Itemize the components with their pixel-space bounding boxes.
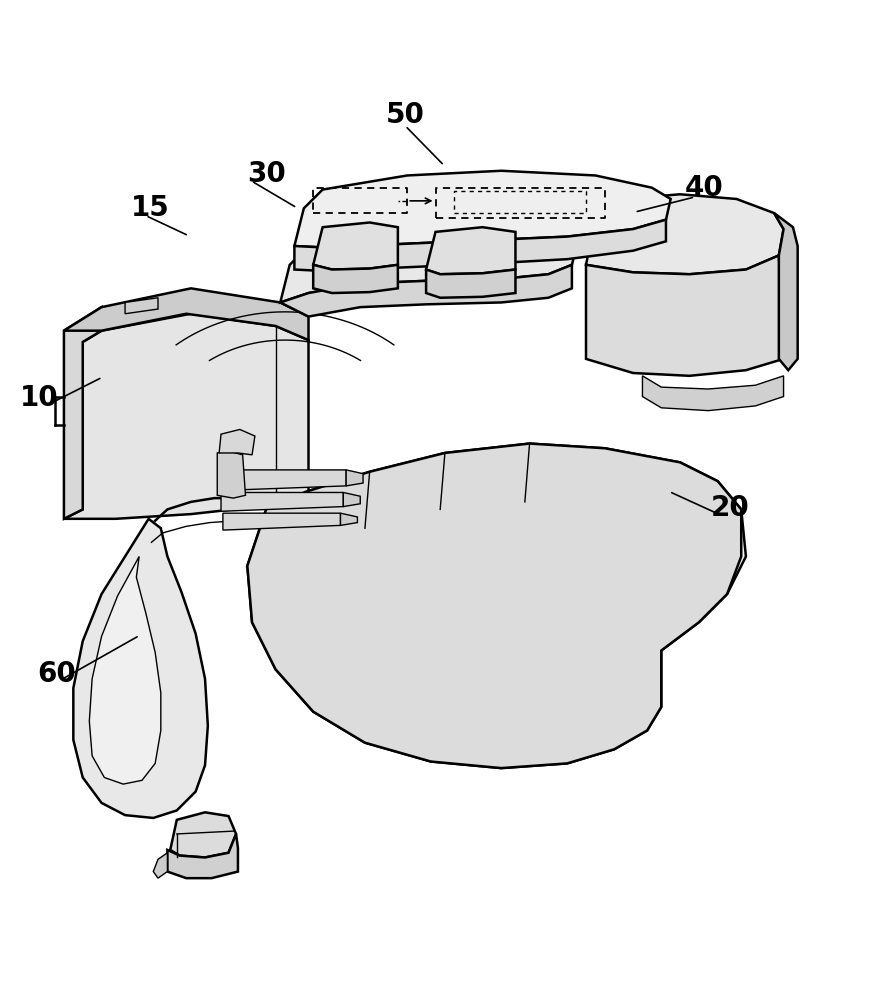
- Polygon shape: [167, 834, 238, 878]
- Polygon shape: [223, 513, 341, 530]
- Polygon shape: [64, 288, 308, 340]
- Polygon shape: [90, 556, 161, 784]
- Polygon shape: [314, 265, 398, 293]
- Polygon shape: [153, 853, 167, 878]
- Polygon shape: [64, 314, 308, 519]
- Polygon shape: [170, 812, 236, 857]
- Polygon shape: [314, 222, 398, 270]
- Text: 60: 60: [37, 660, 76, 688]
- Polygon shape: [247, 561, 661, 768]
- Polygon shape: [586, 194, 784, 274]
- Polygon shape: [280, 227, 577, 302]
- Polygon shape: [346, 470, 363, 486]
- Polygon shape: [643, 376, 784, 411]
- Text: 40: 40: [685, 174, 723, 202]
- Polygon shape: [341, 513, 357, 525]
- Polygon shape: [343, 492, 361, 507]
- Text: 30: 30: [247, 160, 286, 188]
- Polygon shape: [426, 270, 516, 298]
- Polygon shape: [774, 213, 798, 370]
- Text: 10: 10: [20, 384, 58, 412]
- Polygon shape: [219, 470, 346, 491]
- Text: 15: 15: [131, 194, 169, 222]
- Polygon shape: [294, 171, 671, 248]
- Polygon shape: [280, 265, 572, 317]
- Polygon shape: [426, 227, 516, 274]
- Polygon shape: [586, 255, 784, 376]
- Polygon shape: [73, 519, 208, 818]
- Polygon shape: [64, 307, 102, 519]
- Polygon shape: [125, 298, 158, 314]
- Polygon shape: [221, 492, 343, 511]
- Polygon shape: [247, 444, 746, 651]
- Polygon shape: [219, 429, 255, 455]
- Polygon shape: [247, 444, 741, 768]
- Text: 20: 20: [711, 494, 749, 522]
- Text: 50: 50: [386, 101, 425, 129]
- Polygon shape: [217, 451, 246, 498]
- Polygon shape: [294, 220, 666, 271]
